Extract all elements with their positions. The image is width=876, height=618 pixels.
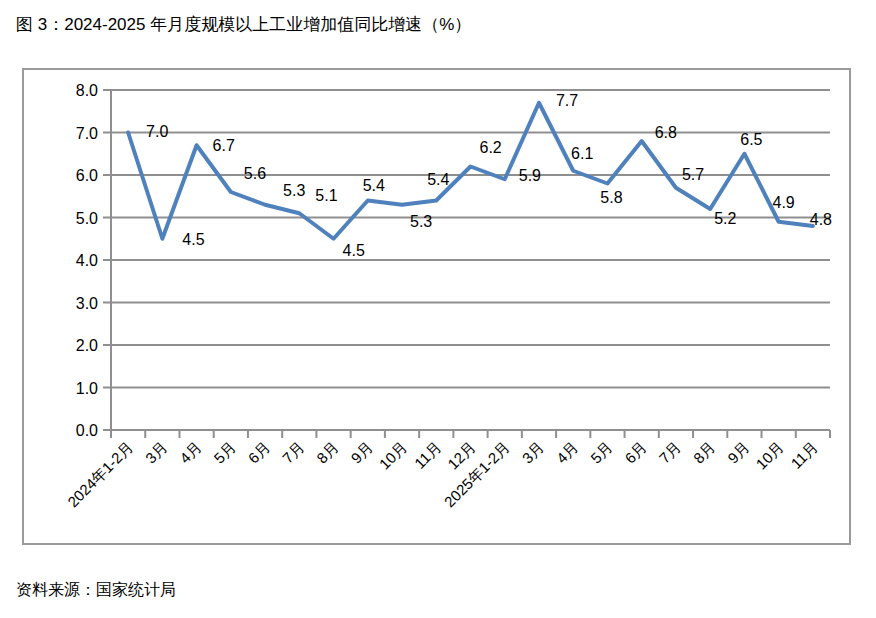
data-label: 5.8 [600,189,622,206]
data-label: 4.8 [810,211,832,228]
x-tick-label: 9月 [347,438,376,467]
data-label: 4.9 [773,194,795,211]
x-tick-label: 5月 [210,438,239,467]
x-tick-label: 2024年1-2月 [64,438,136,510]
figure-title: 图 3：2024-2025 年月度规模以上工业增加值同比增速（%） [16,13,471,36]
x-tick-label: 5月 [587,438,616,467]
x-tick-label: 8月 [313,438,342,467]
y-tick-label: 0.0 [76,422,98,439]
x-tick-label: 7月 [656,438,685,467]
y-tick-label: 8.0 [76,82,98,99]
y-tick-label: 2.0 [76,337,98,354]
data-label: 6.8 [655,124,677,141]
y-tick-label: 4.0 [76,252,98,269]
x-tick-label: 10月 [752,438,786,472]
x-tick-label: 11月 [787,438,821,472]
data-label: 5.4 [427,171,449,188]
data-label: 5.7 [682,166,704,183]
data-label: 4.5 [182,231,204,248]
source-note: 资料来源：国家统计局 [16,580,176,601]
data-label: 5.3 [410,213,432,230]
figure-page: 图 3：2024-2025 年月度规模以上工业增加值同比增速（%） 0.0 1.0… [0,0,876,618]
y-tick-label: 5.0 [76,210,98,227]
data-label: 5.3 [283,182,305,199]
data-label: 4.5 [343,242,365,259]
data-label: 6.2 [480,139,502,156]
data-label: 5.6 [244,165,266,182]
data-label: 6.7 [213,137,235,154]
data-label: 5.9 [519,167,541,184]
data-label: 5.2 [714,210,736,227]
y-tick-label: 7.0 [76,125,98,142]
x-tick-label: 10月 [376,438,410,472]
x-tick-label: 6月 [621,438,650,467]
x-tick-label: 4月 [553,438,582,467]
data-label: 7.7 [556,92,578,109]
x-tick-label: 7月 [279,438,308,467]
x-tick-label: 4月 [176,438,205,467]
data-label: 7.0 [146,123,168,140]
x-tick-label: 3月 [142,438,171,467]
x-tick-label: 6月 [245,438,274,467]
x-tick-label: 11月 [411,438,445,472]
data-label: 6.5 [740,131,762,148]
line-chart: 0.01.02.03.04.05.06.07.08.02024年1-2月3月4月… [24,70,849,543]
data-label: 6.1 [571,145,593,162]
data-label: 5.4 [363,177,385,194]
x-tick-label: 9月 [724,438,753,467]
chart-container: 0.01.02.03.04.05.06.07.08.02024年1-2月3月4月… [22,68,851,545]
data-label: 5.1 [315,187,337,204]
x-tick-label: 3月 [519,438,548,467]
y-tick-label: 3.0 [76,295,98,312]
x-tick-label: 8月 [690,438,719,467]
y-tick-label: 1.0 [76,380,98,397]
y-tick-label: 6.0 [76,167,98,184]
